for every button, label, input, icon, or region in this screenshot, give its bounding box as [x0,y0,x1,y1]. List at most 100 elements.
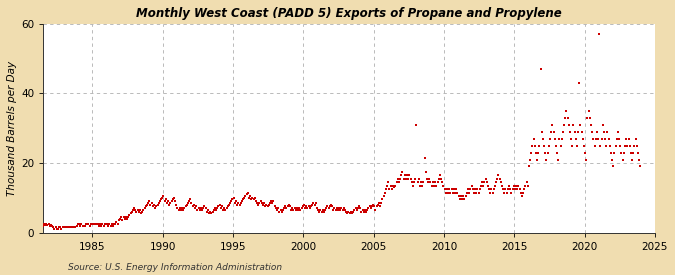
Point [185,197,196,202]
Point [191,204,202,209]
Point [522,183,533,188]
Point [492,177,503,181]
Point [171,202,182,207]
Point [218,208,229,212]
Point [373,202,383,207]
Point [269,204,280,209]
Point [389,185,400,189]
Point [67,225,78,230]
Point [454,197,465,202]
Point [95,222,105,226]
Point [369,204,379,209]
Point [462,187,473,191]
Point [230,201,240,205]
Point [45,222,56,227]
Point [630,136,641,141]
Point [534,143,545,148]
Point [603,136,614,141]
Point [151,204,162,209]
Point [323,206,334,210]
Point [452,190,463,195]
Point [515,190,526,195]
Point [286,208,296,212]
Point [414,183,425,188]
Point [271,206,281,210]
Y-axis label: Thousand Barrels per Day: Thousand Barrels per Day [7,61,17,196]
Point [362,208,373,212]
Point [465,187,476,191]
Point [473,190,484,195]
Point [423,180,433,184]
Point [50,225,61,230]
Point [344,211,355,216]
Point [327,204,338,209]
Point [427,183,437,188]
Point [120,215,131,219]
Point [201,210,212,214]
Point [494,177,505,181]
Point [174,206,185,210]
Point [279,206,290,210]
Point [125,211,136,216]
Point [78,223,89,228]
Point [632,150,643,155]
Point [604,143,615,148]
Point [300,206,310,210]
Point [260,204,271,209]
Point [438,183,449,188]
Point [620,143,630,148]
Point [499,190,510,195]
Point [328,208,339,212]
Point [556,136,567,141]
Point [634,164,645,169]
Point [551,150,562,155]
Point [475,187,485,191]
Point [158,194,169,198]
Point [435,173,446,177]
Point [386,187,397,191]
Point [225,201,236,205]
Point [351,208,362,212]
Point [578,143,589,148]
Point [400,173,410,177]
Point [193,206,204,210]
Point [124,213,135,217]
Point [596,136,607,141]
Point [497,187,508,191]
Point [533,150,543,155]
Point [204,211,215,216]
Point [104,222,115,226]
Point [616,150,627,155]
Point [173,208,184,212]
Point [184,199,194,204]
Point [306,202,317,207]
Point [432,180,443,184]
Point [394,180,404,184]
Point [430,180,441,184]
Point [612,136,622,141]
Point [250,199,261,204]
Point [228,196,239,200]
Point [142,202,153,207]
Point [607,157,618,162]
Point [404,173,415,177]
Point [541,157,552,162]
Point [537,136,548,141]
Point [594,32,605,37]
Point [182,201,193,205]
Point [178,208,189,212]
Point [54,225,65,230]
Point [587,130,597,134]
Point [165,201,176,205]
Point [321,206,331,210]
Point [437,180,448,184]
Point [220,208,231,212]
Point [518,190,529,195]
Point [241,192,252,196]
Point [626,157,637,162]
Point [340,208,350,212]
Point [155,199,165,204]
Point [62,225,73,230]
Point [467,187,478,191]
Point [275,208,286,212]
